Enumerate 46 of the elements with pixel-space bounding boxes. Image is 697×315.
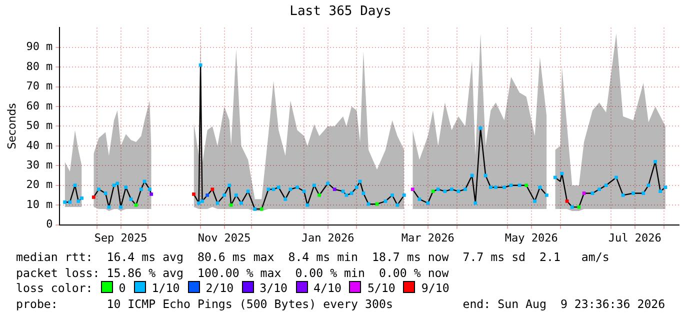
point [565,199,569,203]
point [192,192,196,196]
x-tick-label: Nov 2025 [198,231,251,244]
y-tick-label: 80 m [26,60,54,73]
text: probe: 10 ICMP Echo Pings (500 Bytes) every 300s end: Sun Aug 9 23:36:36 2026 [16,296,666,312]
point [260,207,264,211]
y-tick-label: 40 m [26,138,54,152]
point [332,188,336,191]
x-tick-label: Mar 2026 [401,231,454,244]
legend-label: 3/10 [260,281,288,295]
point [318,194,322,197]
y-tick-label: 10 m [26,198,54,211]
y-tick-label: 30 m [26,158,54,172]
text: packet loss: 15.86 % avg 100.00 % max 0.00 % min 0.00 % now [16,266,450,281]
y-axis-title: Seconds [5,102,18,150]
x-tick-label: Jul 2026 [608,231,662,244]
legend-label: 9/10 [421,281,450,295]
legend-label: 1/10 [152,281,180,295]
chart-title: Last 365 Days [290,4,392,20]
point [577,205,581,209]
x-tick-label: Sep 2025 [94,231,148,244]
point [410,188,414,191]
point [582,192,586,195]
legend-label: 2/10 [206,281,234,295]
y-tick-label: 20 m [26,178,54,192]
y-tick-label: 0 [46,218,53,231]
y-tick-label: 50 m [26,119,54,132]
y-tick-label: 60 m [26,99,54,112]
point [229,203,233,207]
point [431,190,435,193]
legend-title: loss color: [16,281,93,295]
y-tick-label: 90 m [26,40,54,54]
x-tick-label: May 2026 [504,231,558,244]
point [134,203,138,207]
point [150,192,154,196]
legend-label: 0 [118,281,126,295]
legend-label: 4/10 [314,281,342,295]
y-tick-label: 70 m [26,80,54,93]
legend-label: 5/10 [367,281,396,295]
point [375,202,379,206]
point [210,188,214,191]
text: median rtt: 16.4 ms avg 80.6 ms max 8.4 ms min 18.7 ms now 7.7 ms sd 2.1 am/s [16,250,610,266]
point [524,184,528,188]
point [206,194,210,197]
point [92,195,96,199]
x-tick-label: Jan 2026 [301,231,354,244]
